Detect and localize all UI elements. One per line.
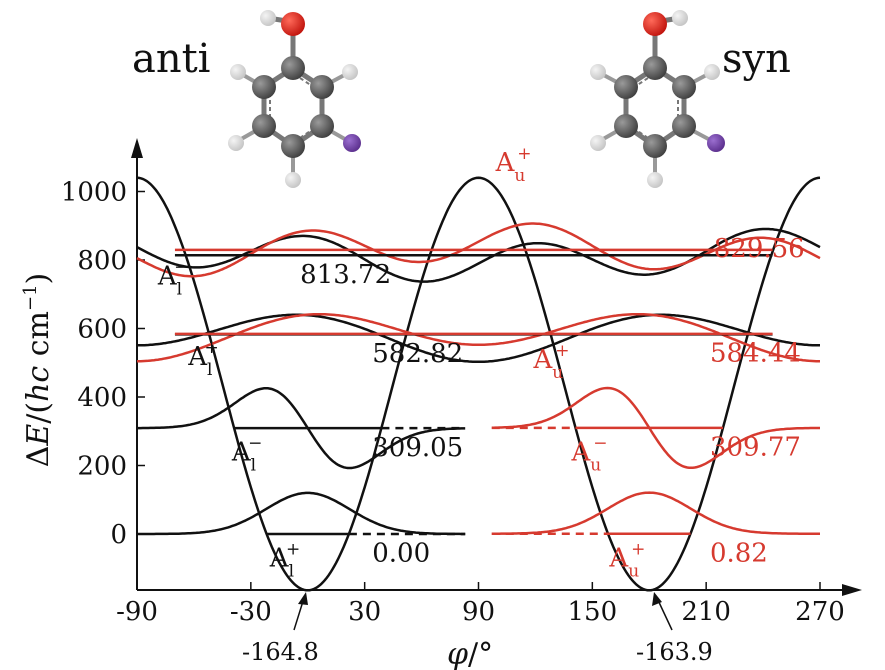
x-tick-label: 150	[568, 597, 618, 627]
x-axis-arrow-icon	[842, 584, 862, 596]
x-tick-label: -30	[230, 597, 272, 627]
syn-minimum-label: -163.9	[636, 638, 713, 666]
wavefunction-line	[137, 491, 466, 536]
energy-levels	[174, 248, 773, 536]
syn-molecule-icon	[590, 10, 725, 188]
wavefunction-line	[137, 313, 820, 364]
symmetry-label: Au+	[533, 341, 570, 383]
anti-minimum-label: -164.8	[242, 638, 319, 666]
level-value-label: 0.82	[710, 538, 768, 568]
level-labels: 0.00 309.05 582.82 813.72 0.82 309.77 584.44 82…	[300, 234, 805, 569]
potential-line	[136, 176, 821, 592]
x-ticks: -90 -30 30 90 150 210 270	[116, 582, 845, 627]
y-tick-label: 1000	[61, 178, 127, 208]
anti-minimum-annotation: -164.8	[242, 592, 319, 666]
anti-molecule-icon	[228, 10, 361, 188]
wavefunction-line	[136, 227, 821, 283]
symmetry-label: Au+	[608, 539, 645, 581]
y-tick-label: 600	[77, 315, 127, 345]
y-tick-label: 0	[110, 520, 127, 550]
potential-curve	[136, 176, 821, 592]
symmetry-label: Al−	[231, 434, 262, 476]
y-tick-label: 200	[77, 452, 127, 482]
wavefunction-line	[137, 312, 820, 363]
symmetry-label: Al+	[269, 540, 300, 582]
level-value-label: 584.44	[710, 339, 801, 369]
level-value-label: 813.72	[300, 260, 391, 290]
axes	[131, 138, 862, 596]
y-ticks: 0 200 400 600 800 1000	[61, 178, 145, 550]
x-tick-label: 210	[681, 597, 731, 627]
symmetry-label: Al+	[187, 338, 218, 380]
level-value-label: 582.82	[372, 339, 463, 369]
level-value-label: 309.05	[372, 433, 463, 463]
symmetry-label: Au−	[570, 433, 607, 475]
x-tick-label: 90	[462, 597, 495, 627]
wavefunctions	[136, 222, 821, 536]
level-value-label: 829.56	[714, 234, 805, 264]
anti-label: anti	[132, 36, 210, 82]
syn-minimum-annotation: -163.9	[636, 592, 713, 666]
x-tick-label: 30	[348, 597, 381, 627]
wavefunction-line	[491, 491, 820, 535]
x-axis-label: φ/°	[447, 637, 493, 670]
symmetry-label: Al−	[157, 257, 188, 299]
level-value-label: 0.00	[372, 539, 430, 569]
level-value-label: 309.77	[710, 433, 801, 463]
symmetry-labels: Al+ Al− Al+ Al− Au+ Au− Au+ Au+	[157, 144, 646, 581]
y-tick-label: 800	[77, 246, 127, 276]
y-axis-arrow-icon	[131, 138, 143, 158]
syn-label: syn	[722, 36, 791, 82]
x-tick-label: -90	[116, 597, 158, 627]
x-tick-label: 270	[795, 597, 845, 627]
y-tick-label: 400	[77, 383, 127, 413]
wavefunction-line	[137, 387, 466, 470]
symmetry-label: Au+	[495, 144, 532, 186]
wavefunction-line	[136, 222, 821, 278]
y-axis-label: ΔE/(hc cm−1)	[20, 273, 56, 468]
wavefunction-line	[491, 386, 820, 470]
